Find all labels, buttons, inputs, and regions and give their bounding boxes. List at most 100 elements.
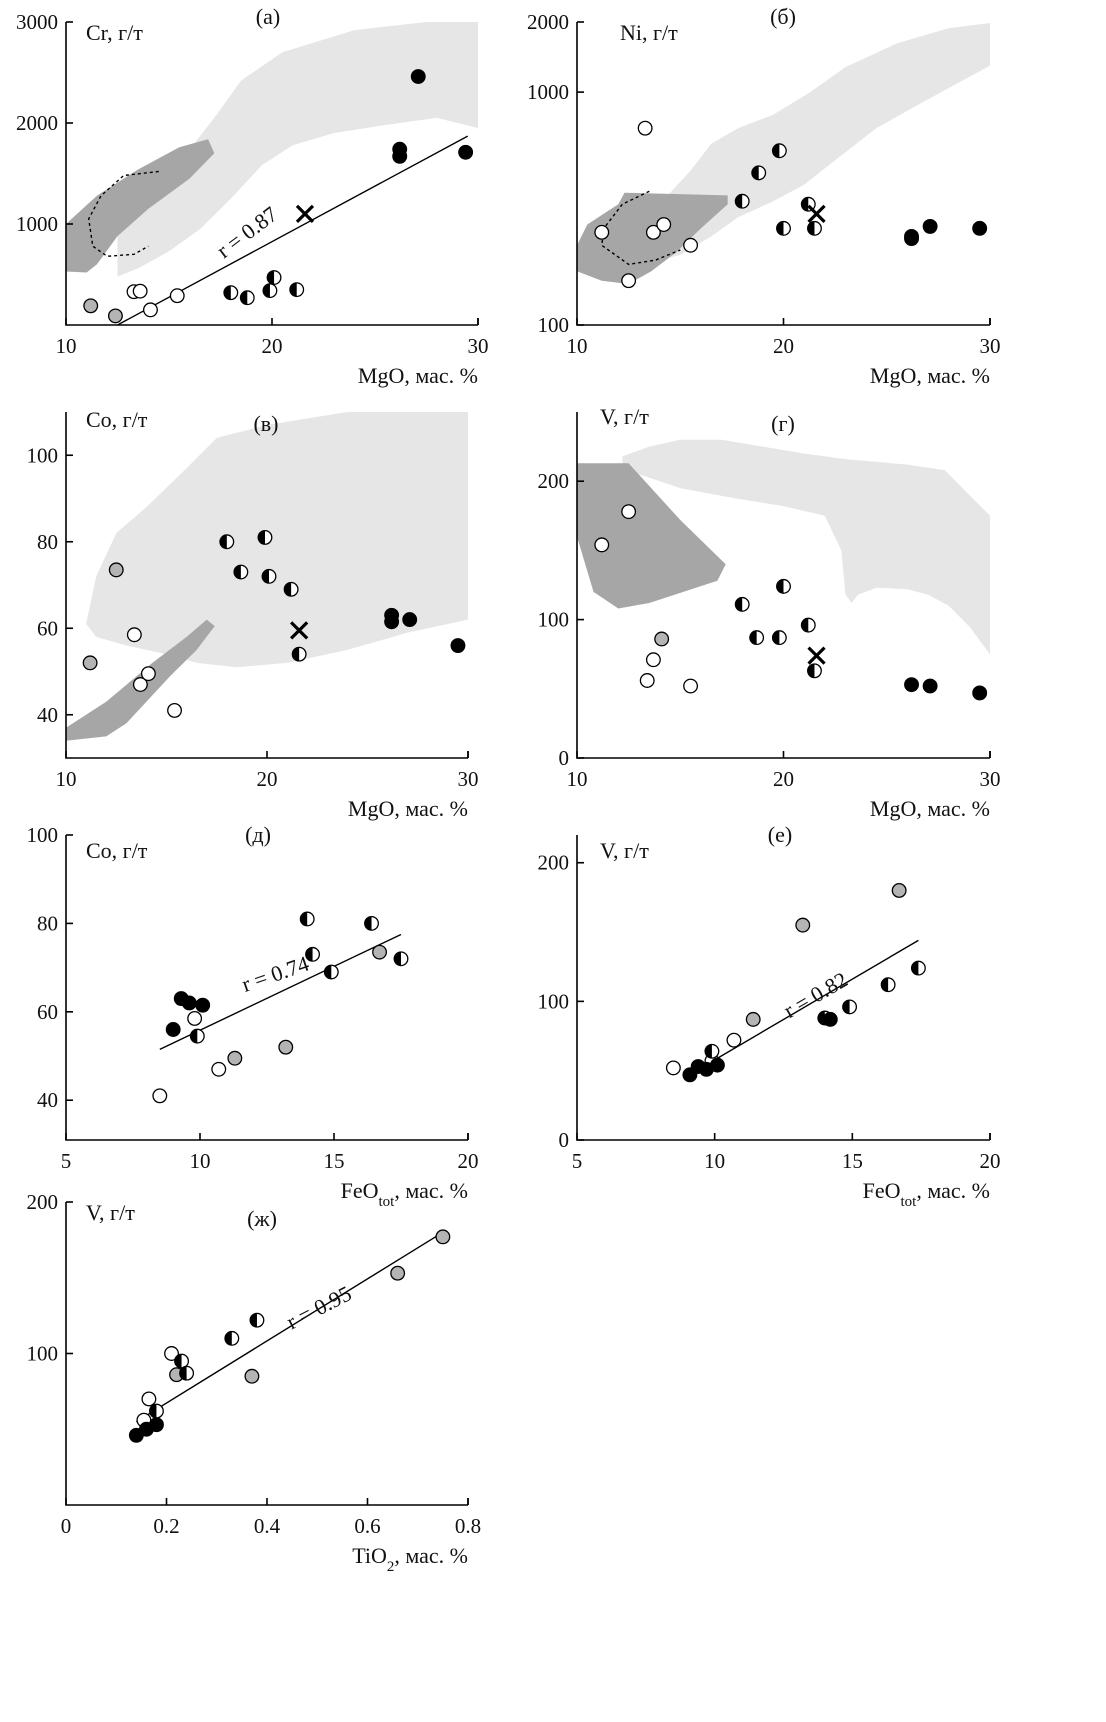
y-axis-label: V, г/т	[86, 1200, 135, 1225]
point-white	[126, 627, 142, 643]
field-group	[66, 22, 478, 277]
point-half-filled	[299, 911, 315, 927]
light-field	[117, 22, 478, 277]
panel-label: (е)	[768, 822, 792, 847]
point-half-filled	[807, 220, 822, 236]
point-half-filled	[880, 977, 896, 993]
point-cross	[295, 204, 315, 224]
light-field	[622, 439, 990, 655]
dark-field	[66, 139, 215, 273]
y-tick-label: 3000	[16, 10, 58, 34]
point-half-filled	[749, 630, 765, 646]
x-axis-label: MgO, мас. %	[348, 796, 468, 821]
x-tick-label: 5	[61, 1149, 72, 1173]
y-tick-label: 100	[27, 823, 59, 847]
y-tick-label: 0	[559, 746, 570, 770]
x-tick-label: 20	[257, 767, 278, 791]
x-tick-label: 10	[56, 767, 77, 791]
panel-zh: r = 0.95 0 0.2 0.4 0.6 0.8 100 200 V, г/т TiO2, м…	[27, 1190, 482, 1575]
x-tick-label: 10	[567, 767, 588, 791]
point-black	[922, 218, 938, 234]
x-tick-label: 10	[567, 334, 588, 358]
point-half-filled	[283, 581, 299, 597]
point-white	[169, 288, 185, 304]
x-tick-label: 5	[572, 1149, 583, 1173]
point-half-filled	[393, 951, 409, 967]
point-black	[165, 1022, 181, 1037]
point-black	[392, 148, 408, 164]
y-tick-label: 1000	[16, 212, 58, 236]
point-half-filled	[751, 165, 767, 181]
panel-d: r = 0.74 5 10 15 20 40 60 80 100 Co, г/т FeOtot, м…	[27, 822, 479, 1210]
correlation-label: r = 0.82	[779, 967, 851, 1023]
point-half-filled	[305, 946, 321, 962]
point-half-filled	[291, 646, 307, 662]
point-black	[410, 69, 426, 84]
panel-label: (г)	[771, 411, 795, 436]
point-half-filled	[323, 964, 339, 980]
panel-label: (а)	[256, 4, 280, 29]
y-tick-label: 100	[538, 313, 570, 337]
point-black	[458, 144, 474, 160]
point-gray	[795, 917, 811, 933]
x-axis-label: MgO, мас. %	[358, 363, 478, 388]
y-tick-label: 0	[559, 1128, 570, 1152]
y-tick-label: 1000	[527, 80, 569, 104]
x-axis-label: TiO2, мас. %	[352, 1543, 468, 1575]
y-tick-label: 60	[37, 1000, 58, 1024]
point-black	[148, 1417, 164, 1433]
x-tick-label: 30	[980, 767, 1001, 791]
x-tick-label: 20	[980, 1149, 1001, 1173]
point-half-filled	[842, 999, 858, 1015]
panel-v: 10 20 30 40 60 80 100 Co, г/т MgO, мас. % (в)	[27, 407, 479, 821]
point-gray	[654, 631, 670, 647]
panel-label: (б)	[770, 4, 796, 29]
point-half-filled	[223, 285, 239, 301]
point-black	[904, 231, 919, 247]
point-white	[143, 302, 158, 318]
point-gray	[83, 298, 99, 314]
point-gray	[82, 655, 98, 671]
point-black	[402, 612, 418, 628]
point-half-filled	[734, 596, 750, 612]
y-tick-label: 2000	[527, 10, 569, 34]
point-black	[904, 677, 919, 693]
y-axis-label: Ni, г/т	[620, 20, 678, 45]
point-half-filled	[266, 270, 282, 285]
x-tick-label: 30	[980, 334, 1001, 358]
x-tick-label: 30	[468, 334, 489, 358]
point-half-filled	[771, 143, 787, 159]
y-axis-label: V, г/т	[600, 404, 649, 429]
y-tick-label: 200	[538, 851, 570, 875]
panel-label: (в)	[253, 411, 278, 436]
x-tick-label: 20	[262, 334, 283, 358]
y-tick-label: 100	[538, 989, 570, 1013]
y-tick-label: 2000	[16, 111, 58, 135]
point-half-filled	[910, 960, 926, 976]
point-black	[922, 678, 938, 694]
x-axis-label: FeOtot, мас. %	[341, 1178, 468, 1210]
y-tick-label: 80	[37, 530, 58, 554]
point-black	[384, 614, 400, 630]
y-axis-label: V, г/т	[600, 838, 649, 863]
x-axis-label: FeOtot, мас. %	[863, 1178, 990, 1210]
point-white	[639, 673, 655, 688]
point-half-filled	[364, 915, 379, 931]
point-cross	[807, 204, 826, 224]
point-black	[450, 638, 466, 654]
point-half-filled	[289, 282, 305, 298]
point-black	[195, 997, 211, 1013]
correlation-label: r = 0.74	[238, 951, 312, 997]
point-gray	[227, 1050, 243, 1066]
panel-label: (д)	[245, 822, 271, 847]
x-tick-label: 15	[324, 1149, 345, 1173]
point-black	[709, 1057, 725, 1073]
point-white	[645, 652, 661, 668]
point-gray	[372, 944, 388, 960]
point-white	[187, 1010, 203, 1026]
x-tick-label: 0	[61, 1514, 72, 1538]
point-half-filled	[189, 1028, 205, 1044]
point-white	[683, 678, 699, 694]
